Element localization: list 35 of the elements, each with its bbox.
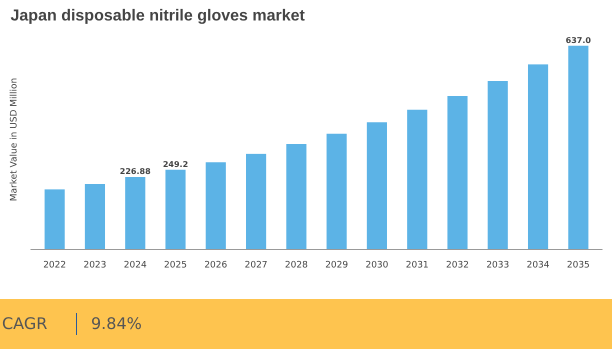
x-tick-label: 2035: [566, 260, 590, 270]
chart-title: Japan disposable nitrile gloves market: [10, 8, 306, 24]
bar: [246, 154, 266, 250]
bar: [44, 189, 65, 250]
bar: [447, 96, 468, 250]
text: 9.84%: [76, 312, 142, 336]
x-tick-label: 2034: [526, 260, 550, 270]
bar: [286, 144, 306, 250]
bar: [366, 122, 387, 250]
bar: [125, 176, 146, 250]
x-tick-label: 2023: [84, 260, 106, 270]
bar: [165, 170, 186, 250]
x-tick-label: 2033: [486, 260, 510, 270]
bar: [206, 162, 226, 250]
x-tick-label: 2029: [325, 260, 348, 270]
bar: [326, 134, 347, 250]
bar: [568, 46, 588, 250]
x-tick-label: 2026: [204, 260, 228, 270]
x-tick-label: 2028: [284, 260, 308, 270]
data-label: 637.0: [566, 36, 592, 45]
text: CAGR: [1, 312, 48, 335]
x-tick-label: 2027: [244, 260, 268, 270]
y-axis-title: Market Value in USD Million: [10, 78, 20, 202]
x-tick-label: 2025: [164, 260, 187, 270]
data-label: 249.2: [162, 160, 188, 169]
data-label: 226.88: [120, 166, 152, 176]
bar: [84, 184, 106, 250]
x-tick-label: 2030: [365, 260, 389, 270]
x-tick-label: 2024: [124, 260, 147, 270]
x-tick-label: 2022: [43, 260, 66, 270]
x-tick-label: 2031: [406, 260, 429, 270]
bar: [407, 110, 428, 250]
bar: [488, 80, 508, 250]
x-tick-label: 2032: [446, 260, 469, 270]
bar: [528, 64, 548, 250]
